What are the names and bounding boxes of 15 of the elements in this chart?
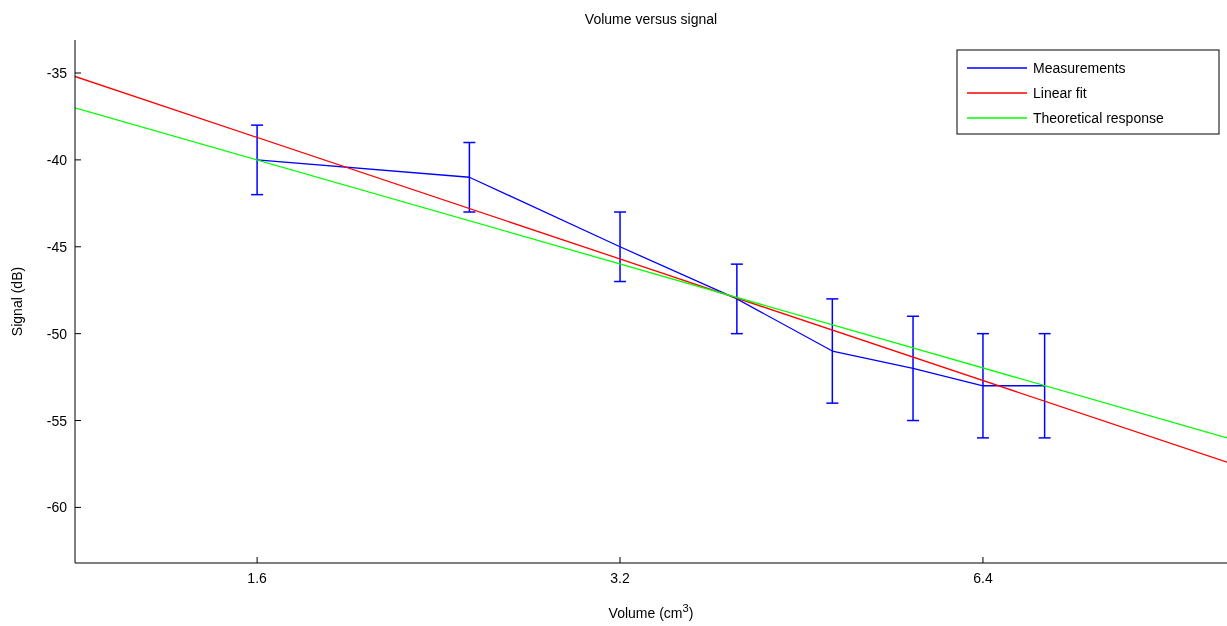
- y-tick-label: -35: [46, 65, 68, 82]
- y-tick-label: -60: [46, 499, 68, 516]
- legend-label: Linear fit: [1033, 85, 1087, 101]
- legend-label: Measurements: [1033, 60, 1126, 76]
- x-tick-label: 3.2: [610, 570, 630, 586]
- chart-title: Volume versus signal: [584, 11, 718, 27]
- y-axis-title: Signal (dB): [9, 266, 25, 337]
- x-tick-label: 1.6: [247, 570, 268, 586]
- legend-label: Theoretical response: [1033, 110, 1164, 126]
- y-tick-label: -40: [46, 151, 68, 168]
- y-tick-label: -45: [46, 238, 68, 255]
- y-tick-label: -50: [46, 325, 68, 342]
- y-tick-label: -55: [46, 412, 68, 429]
- x-axis-title: Volume (cm$^{3}$): [608, 602, 694, 621]
- x-tick-label: 6.4: [973, 570, 993, 586]
